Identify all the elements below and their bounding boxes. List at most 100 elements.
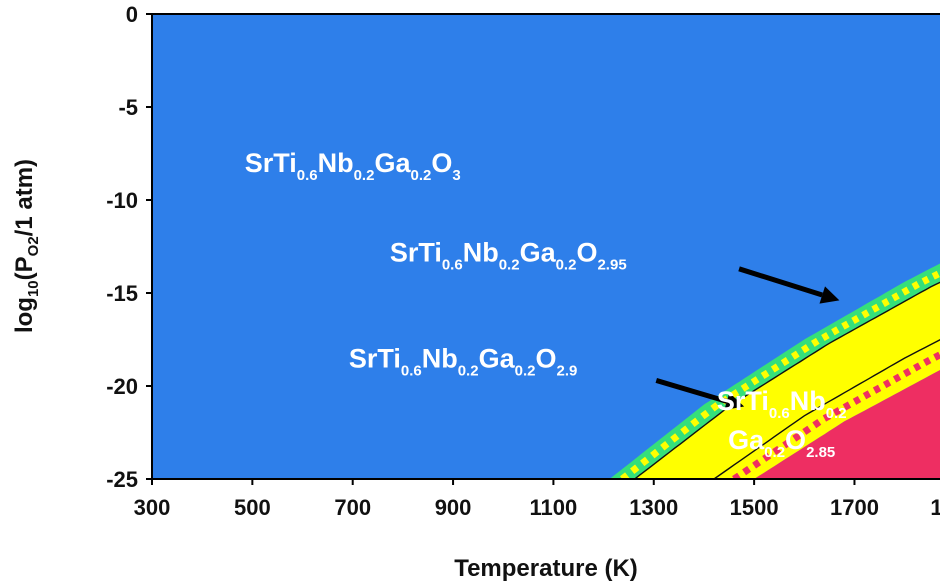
x-tick-label: 1100 <box>530 495 578 520</box>
y-tick-label: -25 <box>106 467 138 492</box>
formula-subscript: 0.6 <box>401 362 422 379</box>
region-o2-95-o2-85-mix-dash <box>872 384 882 394</box>
y-title-part: /1 atm) <box>11 159 38 236</box>
region-o3-o2-95-mix-dash <box>660 441 670 451</box>
region-o2-95-o2-85-mix-dash <box>882 379 892 389</box>
x-tick-label: 300 <box>134 495 171 520</box>
phase-o2-85-line2-label: Ga0.2O2.85 <box>728 425 835 461</box>
formula-subscript: 0.2 <box>458 362 479 379</box>
formula-subscript: 0.2 <box>826 405 847 422</box>
x-tick-label: 1900 <box>930 495 940 520</box>
formula-subscript: 2.95 <box>597 256 626 273</box>
region-o3-o2-95-mix-dash <box>770 363 780 373</box>
phase-o3-label: SrTi0.6Nb0.2Ga0.2O3 <box>245 148 461 184</box>
region-o3-o2-95-mix-dash <box>831 326 840 336</box>
formula-subscript: 0.6 <box>297 167 318 184</box>
y-tick-label: -15 <box>106 281 138 306</box>
region-o2-95-o2-85-mix-dash <box>862 390 872 400</box>
formula-subscript: 0.2 <box>764 444 785 461</box>
formula-subscript: 0.2 <box>410 167 431 184</box>
region-o2-95-o2-85-mix-dash <box>762 452 772 462</box>
formula-subscript: 2.85 <box>806 444 835 461</box>
formula-part: Nb <box>318 148 354 178</box>
region-o2-95-o2-85-mix-dash <box>812 419 822 429</box>
y-axis-title: log10(PO2/1 atm) <box>11 159 42 333</box>
phase-o2-85-line1-label: SrTi0.6Nb0.2 <box>717 386 847 422</box>
region-o3-o2-95-mix-dash <box>891 292 900 302</box>
boundary-line-2 <box>713 339 940 479</box>
formula-part: O <box>576 237 597 267</box>
formula-part: Nb <box>790 386 826 416</box>
y-title-sub: 10 <box>25 280 42 297</box>
arrow-o2-95-head <box>819 286 840 304</box>
y-tick-label: -20 <box>106 374 138 399</box>
formula-subscript: 2.9 <box>556 362 577 379</box>
formula-subscript: 0.2 <box>556 256 577 273</box>
formula-part: Ga <box>728 425 765 455</box>
region-o3-o2-95-mix-dash <box>881 298 890 307</box>
region-o3-o2-95-mix-dash <box>810 337 820 347</box>
region-o2-95-o2-85-mix-dash <box>933 351 940 361</box>
formula-subscript: 0.6 <box>442 256 463 273</box>
arrow-o2-9-head <box>724 392 745 410</box>
y-tick-label: -10 <box>106 188 138 213</box>
region-o3-o2-95-mix-dash <box>740 382 750 392</box>
region-o2-95-o2-85-mix-dash <box>832 407 842 417</box>
region-o3-o2-95-mix-dash <box>901 286 910 296</box>
region-o3-o2-95-mix-dash <box>690 417 700 428</box>
region-o3-o2-95-mix-dash <box>800 344 810 354</box>
y-title-part: (P <box>11 256 38 280</box>
formula-subscript: 0.2 <box>354 167 375 184</box>
x-tick-label: 1700 <box>830 495 879 520</box>
x-tick-label: 900 <box>435 495 472 520</box>
formula-part: Ga <box>479 343 516 373</box>
region-o2-95-o2-85-mix-dash <box>772 445 782 456</box>
formula-part: Ga <box>374 148 411 178</box>
region-o2-95-o2-85-mix-base <box>714 339 940 479</box>
region-o2-95-o2-85-mix-dash <box>802 425 812 435</box>
region-o3-o2-95-mix-dash <box>841 320 850 330</box>
x-tick-label: 1500 <box>730 495 779 520</box>
region-o3-o2-95-mix-dash <box>640 456 650 467</box>
formula-subscript: 0.2 <box>515 362 536 379</box>
y-tick-label: -5 <box>118 95 138 120</box>
x-axis-title: Temperature (K) <box>454 555 638 582</box>
plot-area <box>152 14 940 479</box>
region-o3-o2-95-mix <box>609 263 940 479</box>
phase-o2-95-label: SrTi0.6Nb0.2Ga0.2O2.95 <box>390 237 627 273</box>
region-o2-95-o2-85-mix <box>714 339 940 479</box>
formula-subscript: 0.6 <box>769 405 790 422</box>
region-o3-o2-95-mix-dash <box>730 389 740 399</box>
phase-o2-9-label: SrTi0.6Nb0.2Ga0.2O2.9 <box>349 343 578 379</box>
region-o2-85 <box>754 369 940 479</box>
region-o2-95-o2-85-mix-dash <box>742 466 752 476</box>
region-o3-o2-95-mix-dash <box>710 402 720 412</box>
formula-part: Nb <box>422 343 458 373</box>
region-o3-o2-95-mix-dash <box>790 350 800 360</box>
formula-subscript: 0.2 <box>499 256 520 273</box>
region-o2-95-o2-85-mix-dash <box>842 401 852 411</box>
region-o3-o2-95-mix-dash <box>750 376 760 386</box>
region-o2-95-o2-85-mix-dash <box>912 362 922 372</box>
region-o3-o2-95-mix-dash <box>780 357 790 367</box>
region-o2-95-o2-85-mix-dash <box>892 373 902 383</box>
x-tick-label: 1300 <box>629 495 678 520</box>
region-o3-o2-95-mix-dash <box>921 275 930 285</box>
region-o2-95-o2-85-mix-dash <box>852 395 862 405</box>
region-o3-o2-95-mix-dash <box>851 315 860 324</box>
formula-part: O <box>431 148 452 178</box>
arrow-o2-9-shaft <box>655 378 728 404</box>
formula-part: Ga <box>520 237 557 267</box>
y-title-part: log <box>11 297 38 333</box>
region-o3-o2-95-mix-dash <box>680 425 690 435</box>
region-o3-o2-95-mix-dash <box>670 433 680 443</box>
region-o2-95-o2-85-mix-dash <box>782 439 792 449</box>
region-o2-95-o2-85-mix-dash <box>923 357 932 366</box>
formula-part: SrTi <box>245 148 297 178</box>
region-o3-o2-95-mix-dash <box>821 332 830 342</box>
region-o3-o2-95-mix-dash <box>630 464 640 474</box>
formula-part: O <box>785 425 806 455</box>
y-tick-label: 0 <box>126 2 138 27</box>
x-tick-label: 700 <box>334 495 371 520</box>
phase-labels: SrTi0.6Nb0.2Ga0.2O3SrTi0.6Nb0.2Ga0.2O2.9… <box>245 148 847 461</box>
